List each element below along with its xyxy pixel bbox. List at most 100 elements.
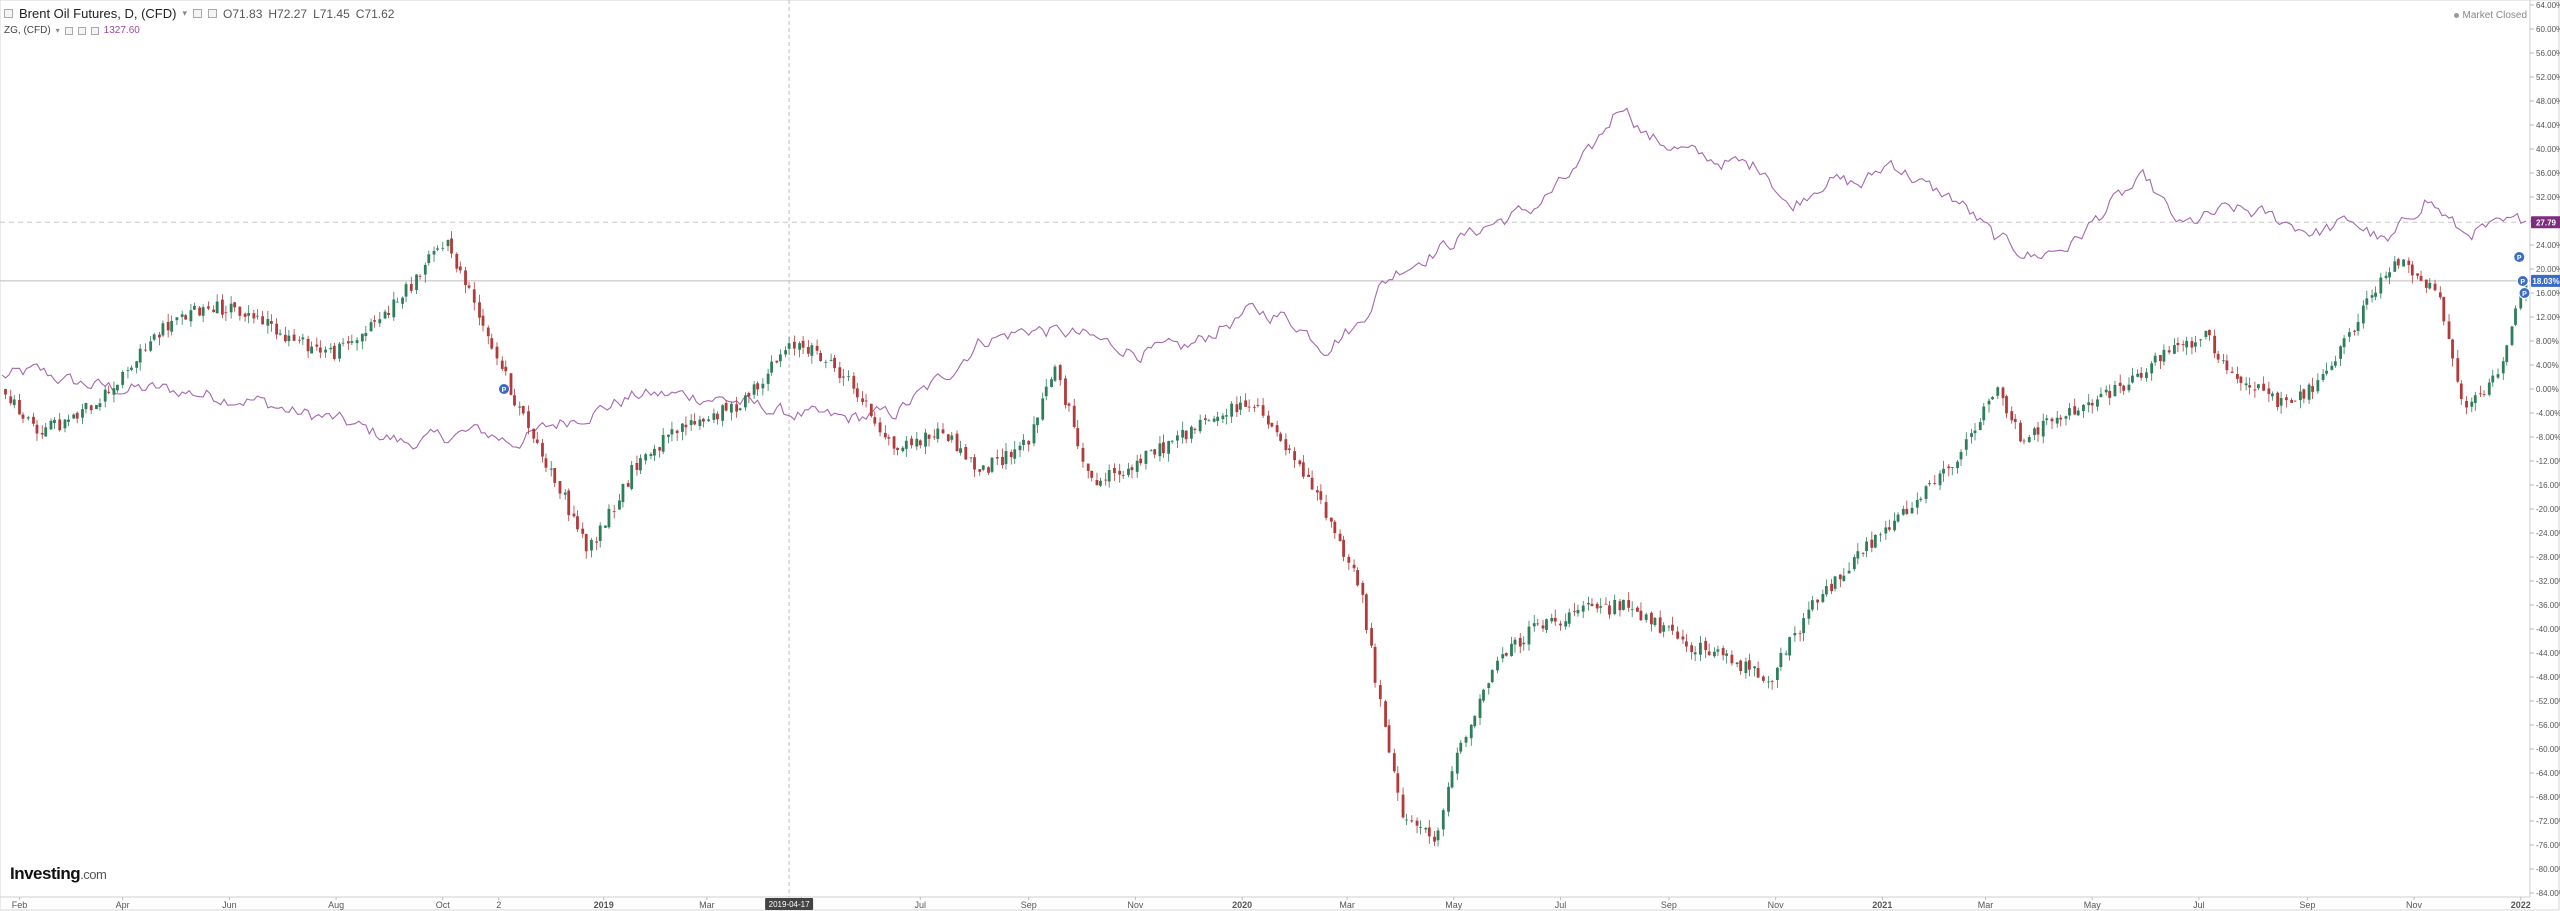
candle-body (1221, 415, 1225, 420)
candle-body (541, 442, 544, 457)
symbol-title[interactable]: Brent Oil Futures, D, (CFD) (19, 6, 177, 21)
candle-body (1636, 607, 1639, 612)
candle-body (1707, 651, 1711, 655)
candle-body (810, 345, 814, 356)
candle-body (1681, 636, 1685, 640)
market-status-text: Market Closed (2462, 10, 2527, 21)
y-tick-label: 32.00% (2536, 193, 2560, 202)
candle-body (1567, 612, 1571, 624)
candle-body (1573, 610, 1576, 612)
candle-body (1830, 583, 1833, 592)
y-tick-label: -76.00% (2536, 841, 2560, 850)
overlay-hide-icon[interactable] (77, 26, 86, 35)
chevron-down-icon[interactable]: ▾ (55, 26, 60, 35)
candle-body (2302, 389, 2306, 399)
candle-body (2108, 390, 2112, 398)
candle-body (292, 334, 296, 341)
candle-body (170, 320, 174, 332)
candle-body (2001, 387, 2005, 399)
candle-body (2361, 305, 2365, 324)
candle-body (1699, 642, 1702, 655)
candle-body (2176, 342, 2180, 346)
candle-body (518, 406, 522, 408)
candle-body (395, 301, 399, 303)
candle-body (2279, 398, 2283, 406)
candle-body (2447, 321, 2451, 339)
collapse-toggle-icon[interactable] (4, 9, 13, 18)
candle-body (2082, 404, 2085, 412)
candle-body (2374, 292, 2377, 297)
candle-body (2293, 400, 2297, 402)
x-tick-label: 2019 (594, 900, 614, 910)
candle-body (2027, 437, 2031, 443)
settings-box-icon[interactable] (193, 9, 202, 18)
candle-body (1284, 439, 1288, 451)
candle-body (301, 337, 305, 340)
candle-body (1144, 450, 1148, 464)
overlay-symbol[interactable]: ZG, (CFD) (4, 25, 51, 36)
candle-body (2059, 417, 2063, 420)
y-tick-label: -20.00% (2536, 505, 2560, 514)
x-tick-label: Sep (1661, 900, 1677, 910)
candle-body (1190, 426, 1193, 439)
y-tick-label: -16.00% (2536, 481, 2560, 490)
candle-body (509, 373, 513, 395)
candle-body (618, 500, 621, 510)
candle-body (472, 289, 476, 303)
y-tick-label: 8.00% (2536, 337, 2559, 346)
candle-body (1170, 440, 1174, 442)
candle-body (89, 405, 93, 411)
candle-body (2388, 272, 2391, 278)
event-marker-icon[interactable] (2513, 251, 2526, 263)
candle-body (95, 405, 98, 410)
event-marker-icon[interactable] (2518, 287, 2531, 299)
event-marker-label: P (2520, 279, 2525, 286)
candle-body (432, 251, 436, 255)
candle-body (2384, 275, 2388, 278)
candle-body (702, 418, 705, 422)
candle-body (1996, 387, 2000, 396)
candle-body (67, 419, 70, 422)
candle-body (72, 414, 76, 419)
candle-body (158, 334, 161, 338)
chevron-down-icon[interactable]: ▾ (182, 8, 187, 18)
overlay-settings-icon[interactable] (64, 26, 73, 35)
event-marker-icon[interactable] (498, 383, 511, 395)
candle-body (2036, 427, 2040, 435)
candle-body (1076, 428, 1080, 447)
candle-body (878, 422, 882, 433)
market-status: Market Closed (2453, 10, 2527, 21)
y-tick-label: 24.00% (2536, 241, 2560, 250)
candle-body (275, 323, 279, 335)
candle-body (392, 299, 396, 318)
candle-body (98, 403, 102, 407)
candle-body (2482, 394, 2486, 395)
candle-body (558, 481, 562, 494)
candle-body (1527, 626, 1531, 645)
brent-last-value-label: 18.03% (2532, 277, 2559, 286)
candle-body (2068, 408, 2071, 416)
candle-body (2099, 393, 2103, 398)
candle-body (1784, 653, 1788, 655)
candle-body (2208, 329, 2211, 336)
candle-body (58, 419, 62, 431)
hide-box-icon[interactable] (208, 9, 217, 18)
x-tick-label: Mar (1339, 900, 1355, 910)
candle-body (1013, 449, 1017, 459)
overlay-remove-icon[interactable] (90, 26, 99, 35)
candle-body (752, 384, 756, 395)
candle-body (819, 353, 822, 362)
ohlc-low: L71.45 (313, 6, 350, 21)
candle-body (2087, 402, 2091, 406)
candle-body (527, 411, 530, 428)
candle-body (1865, 541, 1868, 552)
candle-body (784, 350, 788, 355)
candle-body (1158, 443, 1162, 457)
candle-body (2356, 321, 2360, 331)
candle-body (2239, 376, 2243, 383)
candle-body (1550, 617, 1554, 622)
event-marker-icon[interactable] (2516, 275, 2529, 287)
candle-body (229, 303, 233, 313)
